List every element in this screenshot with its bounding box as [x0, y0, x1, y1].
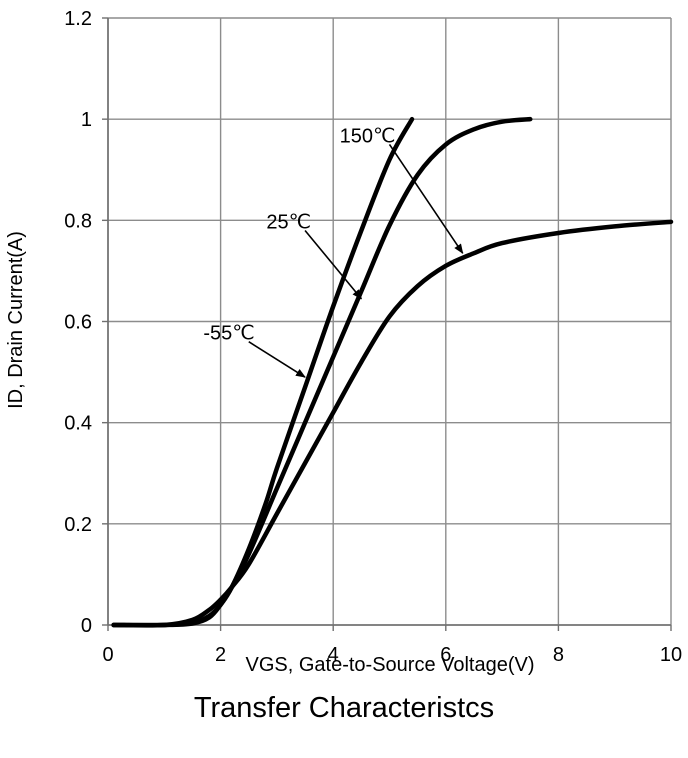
- x-tick-label: 8: [553, 644, 564, 666]
- x-axis-label: VGS, Gate-to-Source Voltage(V): [245, 654, 534, 676]
- series-layer: [111, 116, 674, 628]
- annotation-label: 25℃: [266, 211, 311, 233]
- y-tick-label: 0.6: [64, 312, 92, 334]
- grid: [102, 17, 672, 631]
- y-tick-label: 1: [81, 109, 92, 131]
- annotation-label: 150℃: [340, 125, 396, 147]
- x-tick-label: 0: [102, 644, 113, 666]
- annotation-label: -55℃: [203, 323, 254, 345]
- transfer-characteristics-chart: 150℃ 25℃ -55℃ 0 2 4 6 8 10 0 0.2 0.4 0.6 0.8 1 1.2 VGS…: [5, 8, 682, 676]
- annotations-layer: 150℃ 25℃ -55℃: [203, 125, 464, 378]
- x-tick-label: 6: [440, 644, 451, 666]
- y-tick-label: 0.2: [64, 514, 92, 536]
- x-tick-label: 2: [215, 644, 226, 666]
- x-tick-label: 4: [328, 644, 339, 666]
- series-line-25: [111, 116, 533, 628]
- y-axis-label: ID, Drain Current(A): [5, 231, 27, 409]
- annotation-arrow: [248, 341, 306, 378]
- annotation-arrow: [304, 229, 362, 300]
- chart-title: Transfer Characteristcs: [193, 692, 495, 724]
- annotation-arrow: [388, 144, 464, 255]
- y-tick-label: 0.4: [64, 413, 92, 435]
- x-tick-label: 10: [660, 644, 682, 666]
- y-tick-label: 1.2: [64, 8, 92, 30]
- y-tick-label: 0: [81, 615, 92, 637]
- tick-labels: 0 2 4 6 8 10 0 0.2 0.4 0.6 0.8 1 1.2: [64, 8, 682, 666]
- series-line--55: [111, 219, 674, 628]
- series-line-150: [111, 116, 415, 628]
- y-tick-label: 0.8: [64, 210, 92, 232]
